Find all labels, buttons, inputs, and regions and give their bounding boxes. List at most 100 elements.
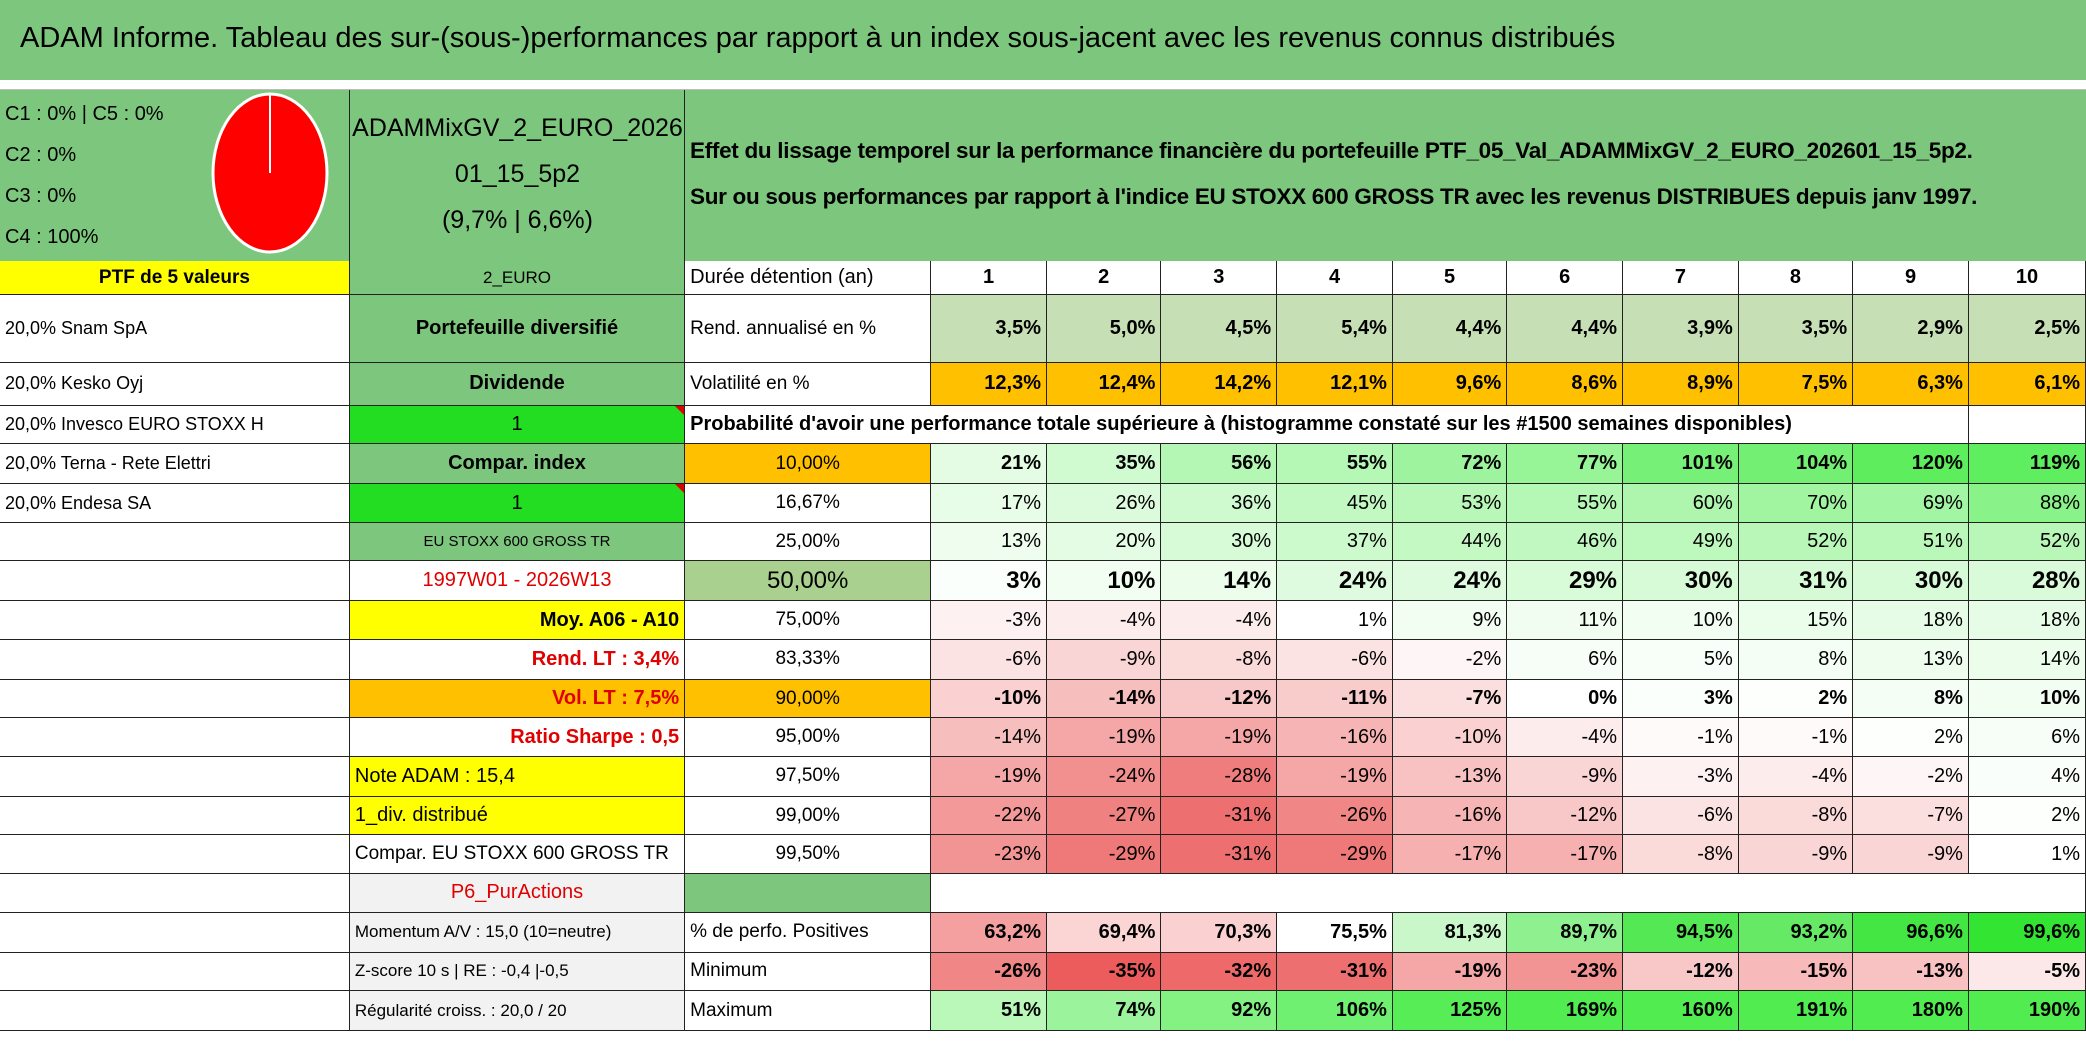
info-cell: 1_div. distribué	[349, 796, 686, 836]
value-cell: -4%	[1738, 756, 1854, 797]
value-cell: -13%	[1392, 756, 1508, 797]
value-cell: 18%	[1853, 601, 1969, 640]
value-cell: -7%	[1853, 796, 1969, 836]
row-label: Minimum	[685, 952, 932, 992]
empty-cell	[685, 874, 932, 913]
row-label: 97,50%	[685, 756, 932, 797]
value-cell: -23%	[1507, 952, 1624, 992]
value-cell: 13%	[1853, 639, 1969, 680]
info-cell: Note ADAM : 15,4	[349, 756, 686, 797]
row-label: 75,00%	[685, 601, 932, 640]
empty-cell	[0, 561, 350, 602]
value-cell: -29%	[1046, 835, 1162, 875]
value-cell: 30%	[1853, 561, 1969, 602]
value-cell: 9%	[1392, 601, 1508, 640]
empty-cell	[1968, 405, 2086, 445]
value-cell: 2%	[1968, 796, 2086, 836]
value-cell: 5,0%	[1046, 295, 1162, 364]
empty-cell	[0, 912, 350, 953]
value-cell: -4%	[1161, 601, 1278, 640]
probability-title: Probabilité d'avoir une performance tota…	[685, 405, 1969, 445]
value-cell: -6%	[1623, 796, 1739, 836]
info-cell: EU STOXX 600 GROSS TR	[349, 522, 686, 562]
empty-cell	[0, 874, 350, 913]
value-cell: 17%	[931, 484, 1047, 523]
value-cell: 10%	[1623, 601, 1739, 640]
value-cell: 101%	[1623, 444, 1739, 485]
value-cell: -2%	[1853, 756, 1969, 797]
value-cell: 11%	[1507, 601, 1624, 640]
value-cell: 7,5%	[1738, 363, 1854, 406]
value-cell: -6%	[931, 639, 1047, 680]
value-cell: 12,1%	[1277, 363, 1393, 406]
value-cell: 45%	[1277, 484, 1393, 523]
value-cell: 2,9%	[1853, 295, 1969, 364]
value-cell: 5,4%	[1277, 295, 1393, 364]
empty-cell	[0, 952, 350, 992]
value-cell: -16%	[1392, 796, 1508, 836]
value-cell: -3%	[931, 601, 1047, 640]
header-cell: Durée détention (an)	[685, 260, 932, 296]
info-cell: Moy. A06 - A10	[349, 601, 686, 640]
value-cell: 4%	[1968, 756, 2086, 797]
fund-line: ADAMMixGV_2_EURO_2026	[352, 114, 683, 142]
value-cell: 93,2%	[1738, 912, 1854, 953]
value-cell: 24%	[1277, 561, 1393, 602]
value-cell: 81,3%	[1392, 912, 1508, 953]
value-cell: 180%	[1853, 991, 1969, 1032]
value-cell: -9%	[1507, 756, 1624, 797]
pie-legend: C4 : 100%	[5, 226, 99, 248]
value-cell: 6%	[1968, 718, 2086, 757]
year-header: 5	[1392, 260, 1508, 296]
value-cell: 24%	[1392, 561, 1508, 602]
pie-legend: C1 : 0% | C5 : 0%	[5, 103, 164, 125]
year-header: 1	[931, 260, 1047, 296]
value-cell: 96,6%	[1853, 912, 1969, 953]
year-header: 7	[1623, 260, 1739, 296]
value-cell: 8,6%	[1507, 363, 1624, 406]
value-cell: 74%	[1046, 991, 1162, 1032]
info-cell: Ratio Sharpe : 0,5	[349, 718, 686, 757]
value-cell: 3,9%	[1623, 295, 1739, 364]
fund-line: 01_15_5p2	[454, 160, 581, 188]
value-cell: 52%	[1738, 522, 1854, 562]
value-cell: -8%	[1738, 796, 1854, 836]
value-cell: -19%	[1046, 718, 1162, 757]
value-cell: 69,4%	[1046, 912, 1162, 953]
value-cell: -11%	[1277, 679, 1393, 719]
value-cell: 70%	[1738, 484, 1854, 523]
value-cell: 92%	[1161, 991, 1278, 1032]
value-cell: 120%	[1853, 444, 1969, 485]
info-cell: 1	[349, 484, 686, 523]
value-cell: -14%	[1046, 679, 1162, 719]
info-cell: Compar. index	[349, 444, 686, 485]
value-cell: 60%	[1623, 484, 1739, 523]
value-cell: -3%	[1623, 756, 1739, 797]
value-cell: -16%	[1277, 718, 1393, 757]
info-cell: Rend. LT : 3,4%	[349, 639, 686, 680]
value-cell: -15%	[1738, 952, 1854, 992]
header-cell: PTF de 5 valeurs	[0, 260, 350, 296]
value-cell: 5%	[1623, 639, 1739, 680]
value-cell: 69%	[1853, 484, 1969, 523]
value-cell: 6,1%	[1968, 363, 2086, 406]
value-cell: 8%	[1853, 679, 1969, 719]
value-cell: 191%	[1738, 991, 1854, 1032]
value-cell: -2%	[1392, 639, 1508, 680]
value-cell: 56%	[1161, 444, 1278, 485]
holding: 20,0% Invesco EURO STOXX H	[0, 405, 350, 445]
value-cell: -9%	[1046, 639, 1162, 680]
empty-cell	[0, 601, 350, 640]
value-cell: 94,5%	[1623, 912, 1739, 953]
info-cell: Momentum A/V : 15,0 (10=neutre)	[349, 912, 686, 953]
value-cell: 3,5%	[931, 295, 1047, 364]
value-cell: 35%	[1046, 444, 1162, 485]
holding: 20,0% Kesko Oyj	[0, 363, 350, 406]
value-cell: 31%	[1738, 561, 1854, 602]
empty-cell	[0, 796, 350, 836]
value-cell: 55%	[1507, 484, 1624, 523]
value-cell: 29%	[1507, 561, 1624, 602]
value-cell: 20%	[1046, 522, 1162, 562]
value-cell: -6%	[1277, 639, 1393, 680]
info-cell: 1997W01 - 2026W13	[349, 561, 686, 602]
